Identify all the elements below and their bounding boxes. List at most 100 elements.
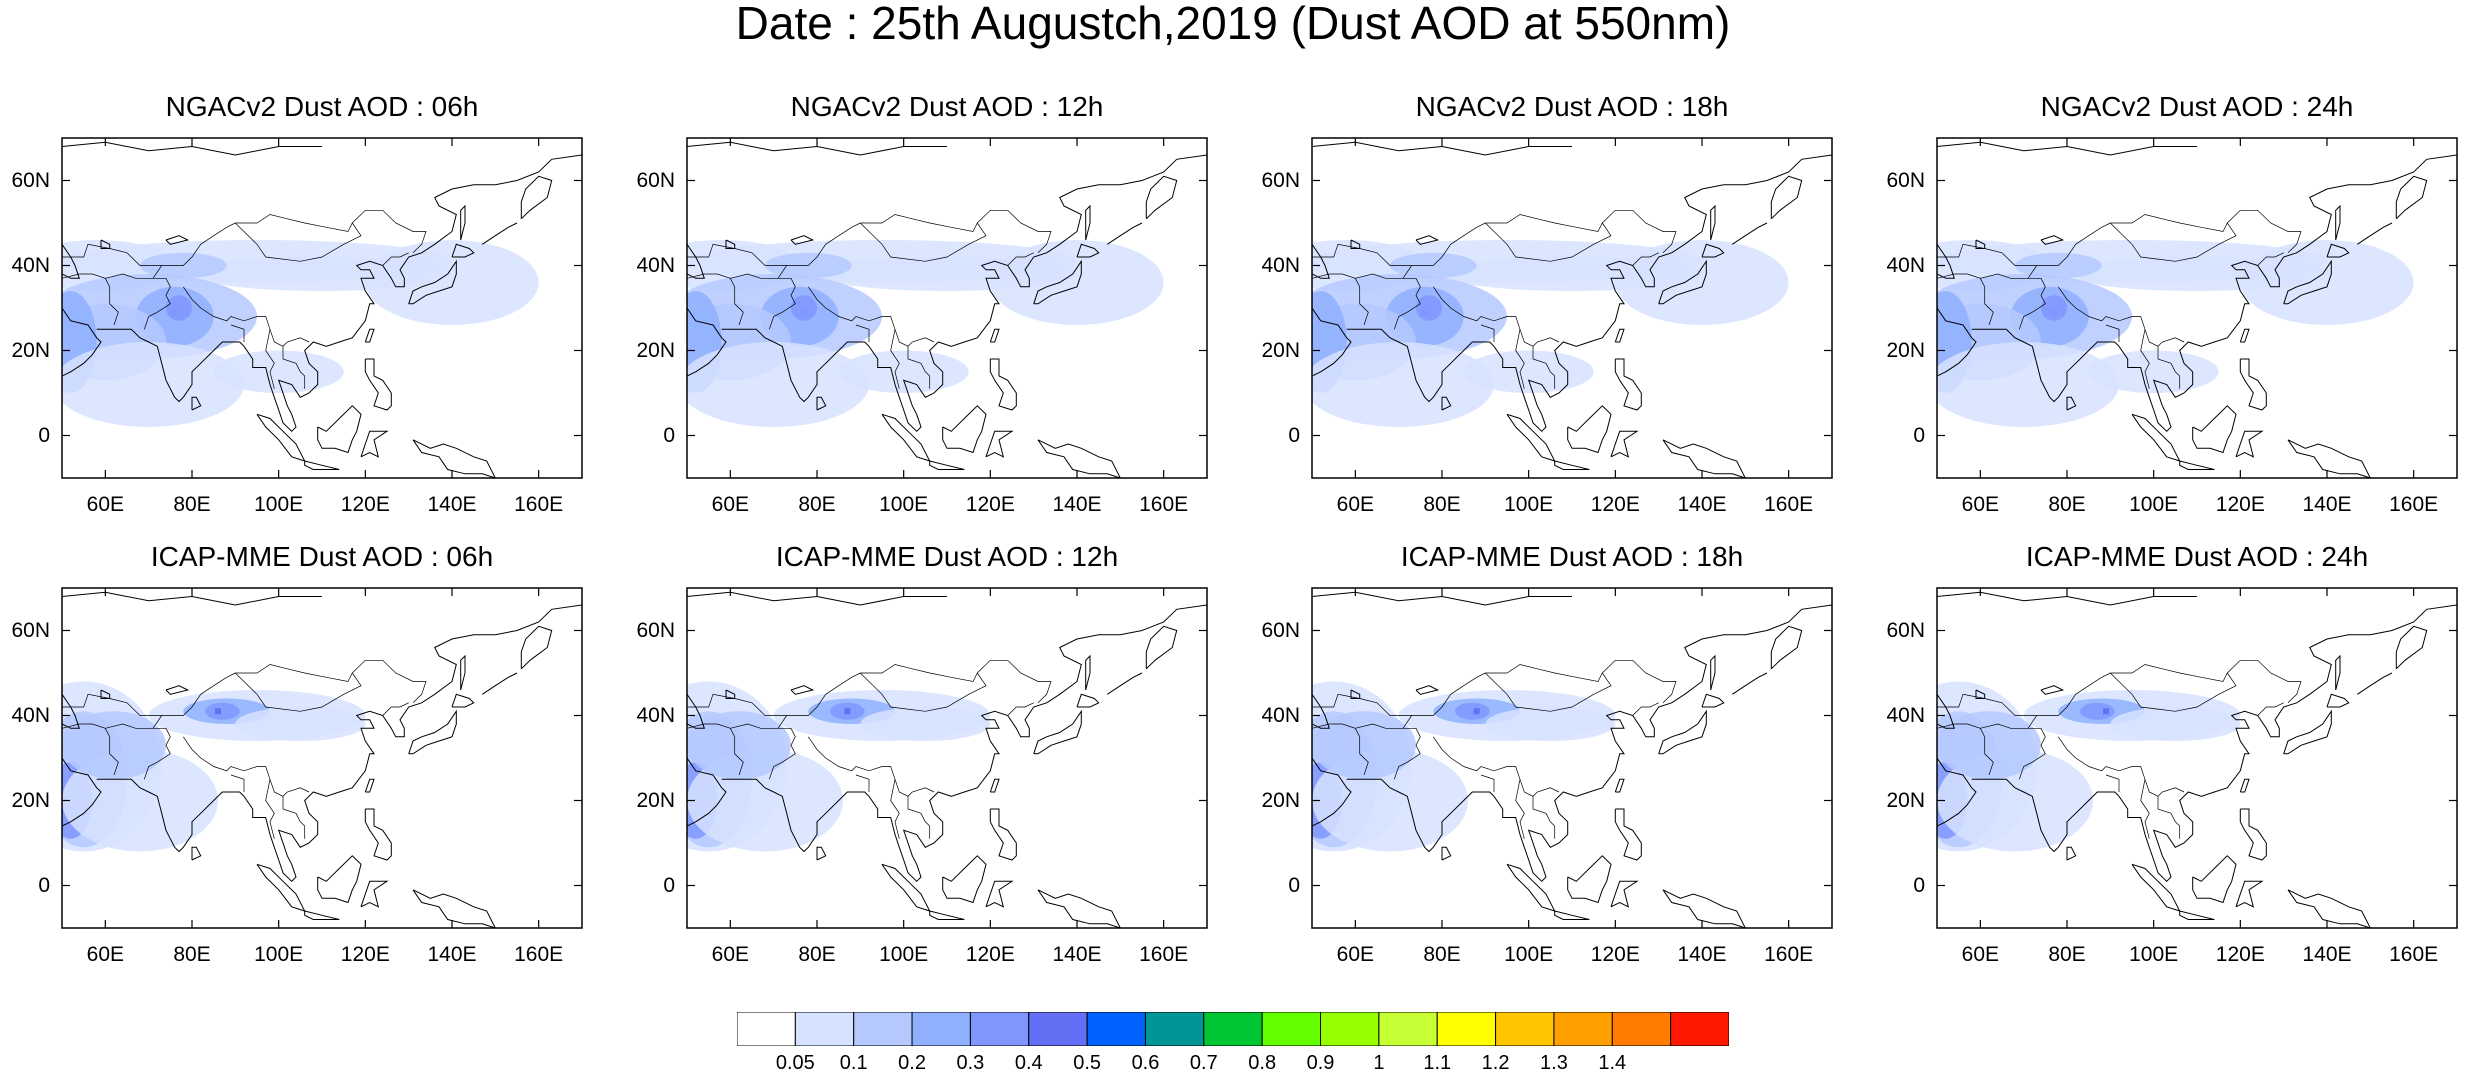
coastline [482, 222, 518, 245]
border-line [1632, 252, 1659, 266]
coastline [790, 685, 815, 695]
border-line [730, 723, 796, 780]
map-frame [1311, 137, 1833, 479]
border-line [808, 286, 935, 347]
colorbar-label: 0.5 [1073, 1052, 1102, 1074]
colorbar-box [1436, 1012, 1497, 1046]
dust-plume [235, 707, 366, 741]
x-tick-label: 80E [1423, 493, 1461, 516]
border-line [183, 286, 310, 347]
border-line [105, 273, 171, 330]
y-tick-label: 20N [11, 338, 50, 362]
coastline [191, 846, 202, 861]
map-panel [61, 137, 583, 479]
border-line [2058, 286, 2185, 347]
aod-peak [2103, 708, 2109, 715]
dust-plume [687, 711, 791, 780]
coastline [1033, 709, 1082, 755]
x-tick-label: 120E [340, 493, 390, 516]
coastline [2283, 709, 2332, 755]
coastline [460, 654, 466, 691]
dust-plume [838, 350, 969, 393]
coastline [1701, 243, 1725, 258]
border-line [62, 243, 162, 266]
coastline [1567, 855, 1612, 904]
coastline [1312, 307, 1352, 377]
border-line [2110, 222, 2237, 262]
coastline [1076, 243, 1100, 258]
colorbar-label: 1 [1373, 1052, 1385, 1074]
border-line [1937, 693, 2037, 716]
x-tick-label: 80E [798, 943, 836, 966]
colorbar-label: 1.3 [1540, 1052, 1568, 1074]
coastline [2335, 654, 2341, 691]
panel-title: NGACv2 Dust AOD : 12h [790, 91, 1104, 122]
x-tick-label: 140E [1677, 493, 1727, 516]
coastline [1441, 396, 1452, 411]
colorbar-box [1028, 1012, 1088, 1046]
coastline [2066, 396, 2077, 411]
x-tick-label: 140E [1052, 493, 1102, 516]
border-line [860, 222, 987, 262]
coastline [1506, 413, 1556, 462]
coastline [378, 927, 461, 928]
x-tick-label: 80E [2048, 943, 2086, 966]
coastline [1312, 244, 1330, 279]
coastline [304, 460, 340, 470]
coastline [1346, 604, 1832, 883]
coastline [1937, 757, 1977, 827]
x-tick-label: 60E [711, 493, 750, 516]
x-tick-label: 100E [2129, 493, 2179, 516]
dust-plume [2041, 295, 2067, 321]
x-tick-label: 160E [1764, 493, 1814, 516]
map-frame [686, 587, 1208, 929]
coastline [2040, 235, 2065, 245]
y-tick-label: 40N [1261, 253, 1300, 277]
x-tick-label: 140E [1677, 943, 1727, 966]
coastline [2253, 927, 2336, 928]
y-tick-label: 40N [636, 703, 675, 727]
x-tick-label: 80E [2048, 493, 2086, 516]
coastline [62, 244, 80, 279]
colorbar-label: 0.3 [956, 1052, 985, 1074]
border-line [2140, 329, 2150, 389]
y-tick-label: 60N [11, 168, 50, 192]
x-tick-label: 120E [1590, 943, 1640, 966]
border-line [808, 736, 935, 797]
border-line [777, 659, 1052, 729]
border-line [687, 693, 787, 716]
border-line [1485, 672, 1612, 712]
border-line [265, 779, 275, 839]
border-line [1355, 273, 1421, 330]
border-line [1312, 723, 1369, 776]
y-tick-label: 60N [1261, 168, 1300, 192]
dust-plume [205, 702, 240, 720]
border-line [1433, 286, 1560, 347]
x-tick-label: 140E [1052, 943, 1102, 966]
coastline [1506, 863, 1556, 912]
coastline [1567, 405, 1612, 454]
border-line [62, 723, 119, 776]
coastline [2040, 685, 2065, 695]
coastline [687, 757, 727, 827]
coastline [1614, 808, 1642, 861]
coastline [989, 808, 1017, 861]
border-line [1632, 702, 1659, 716]
y-tick-label: 60N [1886, 168, 1925, 192]
coastline [1037, 889, 1121, 928]
border-line [62, 273, 119, 326]
border-line [1485, 222, 1612, 262]
x-tick-label: 120E [1590, 493, 1640, 516]
border-line [230, 324, 245, 342]
y-tick-label: 20N [1886, 338, 1925, 362]
aod-peak [2051, 309, 2057, 316]
y-tick-label: 60N [1261, 618, 1300, 642]
coastline [1037, 439, 1121, 478]
coastline [929, 460, 965, 470]
colorbar-label: 0.8 [1248, 1052, 1277, 1074]
border-line [860, 672, 987, 712]
colorbar-label: 0.7 [1189, 1052, 1218, 1074]
x-tick-label: 160E [514, 943, 564, 966]
coastline [62, 307, 102, 377]
x-tick-label: 160E [2389, 493, 2439, 516]
